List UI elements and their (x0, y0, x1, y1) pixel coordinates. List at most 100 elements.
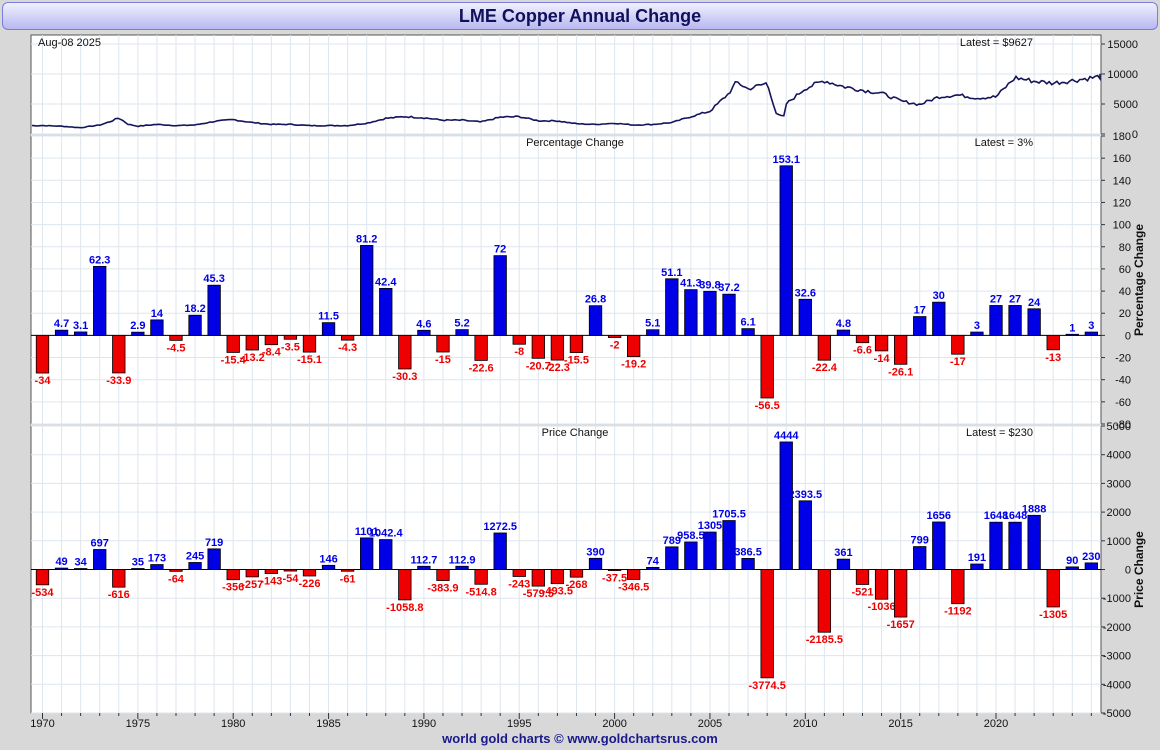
price-change-bar (302, 569, 317, 577)
price-change-bar (54, 567, 69, 570)
percentage-bar (779, 165, 793, 336)
percentage-data-label: -14 (874, 353, 891, 365)
x-tick-label: 1995 (507, 718, 531, 730)
percentage-data-label: -22.3 (545, 362, 570, 374)
price-change-bar (817, 569, 832, 633)
price-y-tick-label: 5000 (1114, 99, 1138, 111)
percentage-bar (112, 334, 126, 374)
percentage-y-tick-label: 80 (1119, 242, 1131, 254)
price-change-data-label: -579.5 (523, 588, 554, 600)
price-change-data-label: -1036 (868, 601, 896, 613)
percentage-bar (1027, 308, 1041, 336)
price-change-bar (398, 569, 412, 601)
percentage-bar (951, 334, 965, 355)
price-change-bar (855, 569, 870, 585)
price-change-data-label: 1305 (698, 520, 722, 532)
percentage-bar (836, 329, 851, 336)
price-change-bar (913, 546, 927, 570)
percentage-y-tick-label: 160 (1113, 153, 1131, 165)
percentage-data-label: -6.6 (853, 345, 872, 357)
percentage-bar (245, 334, 259, 351)
price-change-bar (1008, 521, 1022, 570)
percentage-data-label: 17 (914, 305, 926, 317)
price-change-data-label: 697 (91, 537, 109, 549)
price-change-y-tick-label: -3000 (1103, 651, 1131, 663)
percentage-data-label: 62.3 (89, 254, 110, 266)
price-change-data-label: -346.5 (618, 581, 649, 593)
percentage-bar (531, 334, 545, 359)
percentage-data-label: 4.8 (836, 318, 851, 330)
percentage-bar (913, 316, 927, 336)
price-change-data-label: -3774.5 (749, 680, 786, 692)
price-change-bar (894, 569, 908, 618)
percentage-data-label: 5.2 (454, 318, 469, 330)
percentage-bar (512, 334, 526, 345)
percentage-bar (150, 319, 164, 336)
percentage-data-label: 42.4 (375, 276, 397, 288)
title-bar: LME Copper Annual Change (2, 2, 1158, 30)
percentage-data-label: 4.6 (416, 318, 431, 330)
price-change-data-label: -534 (31, 587, 54, 599)
percentage-latest-label: Latest = 3% (975, 137, 1034, 149)
percentage-data-label: 26.8 (585, 294, 606, 306)
price-change-bar (131, 568, 145, 570)
x-tick-label: 2010 (793, 718, 817, 730)
price-y-tick-label: 10000 (1107, 69, 1138, 81)
percentage-bar (417, 329, 431, 336)
percentage-bar (321, 322, 336, 336)
percentage-y-tick-label: 140 (1113, 175, 1131, 187)
percentage-bar (73, 331, 88, 336)
price-change-y-tick-label: 2000 (1107, 507, 1131, 519)
percentage-bar (760, 334, 774, 399)
price-change-data-label: -493.5 (542, 586, 573, 598)
percentage-bar (1008, 305, 1022, 336)
price-change-bar (646, 566, 660, 570)
price-change-data-label: 1042.4 (369, 528, 404, 540)
price-change-data-label: 173 (148, 553, 166, 565)
price-change-y-axis-label: Price Change (1132, 531, 1146, 608)
percentage-data-label: 39.8 (699, 279, 720, 291)
price-change-data-label: 90 (1066, 555, 1078, 567)
price-change-data-label: 112.9 (449, 554, 476, 566)
price-change-data-label: -54 (282, 573, 299, 585)
percentage-data-label: -17 (950, 356, 966, 368)
price-change-bar (703, 531, 717, 570)
percentage-data-label: 11.5 (318, 311, 339, 323)
price-change-bar (436, 569, 450, 581)
percentage-data-label: -19.2 (621, 359, 646, 371)
percentage-data-label: -4.5 (167, 342, 186, 354)
percentage-data-label: 18.2 (184, 303, 205, 315)
price-change-bar (798, 500, 812, 570)
percentage-y-tick-label: 60 (1119, 264, 1131, 276)
chart-title: LME Copper Annual Change (458, 6, 702, 26)
price-change-data-label: -143 (260, 576, 282, 588)
percentage-bar (665, 278, 679, 336)
percentage-data-label: 4.7 (54, 318, 69, 330)
percentage-data-label: -30.3 (392, 371, 417, 383)
price-change-bar (569, 569, 584, 578)
price-change-data-label: 74 (647, 555, 660, 567)
footer-credit: world gold charts © www.goldchartsrus.co… (442, 731, 718, 746)
price-change-data-label: 1648 (984, 510, 1008, 522)
percentage-data-label: 3.1 (73, 320, 88, 332)
percentage-bar (817, 334, 832, 361)
price-change-bar (779, 441, 793, 570)
price-change-bar (340, 569, 355, 572)
percentage-bar (703, 290, 717, 336)
percentage-data-label: -26.1 (888, 366, 913, 378)
price-change-data-label: -1192 (944, 606, 972, 618)
price-change-bar (112, 569, 126, 588)
price-change-data-label: 35 (132, 556, 144, 568)
price-date-label: Aug-08 2025 (38, 37, 101, 49)
x-tick-label: 2000 (602, 718, 626, 730)
percentage-bar (35, 334, 50, 374)
percentage-bar (646, 329, 660, 336)
percentage-y-tick-label: -60 (1115, 397, 1131, 409)
price-change-data-label: 1101 (355, 526, 379, 538)
price-change-y-tick-label: 3000 (1107, 478, 1131, 490)
percentage-bar (874, 334, 889, 352)
percentage-bar (894, 334, 908, 365)
price-change-data-label: 230 (1082, 551, 1100, 563)
price-change-y-tick-label: 1000 (1107, 536, 1131, 548)
